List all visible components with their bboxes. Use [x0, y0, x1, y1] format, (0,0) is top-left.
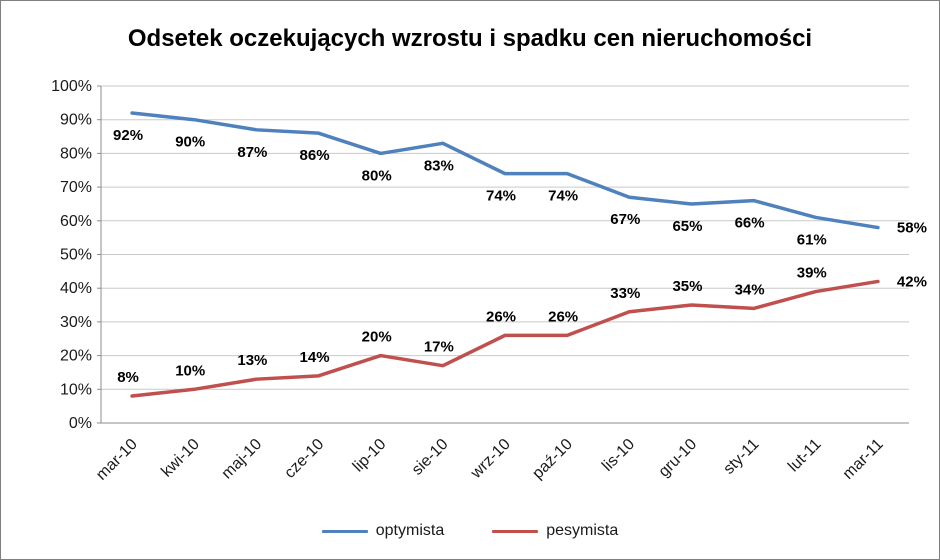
data-label-optymista: 83% — [424, 157, 454, 174]
data-label-optymista: 87% — [237, 144, 267, 161]
series-line-optymista — [130, 111, 880, 230]
data-label-optymista: 66% — [735, 215, 765, 232]
y-tick-label: 90% — [60, 112, 92, 129]
y-tick-label: 50% — [60, 247, 92, 264]
legend-item-optymista: optymista — [321, 522, 445, 540]
x-tick-label: mar-10 — [93, 436, 141, 484]
data-label-pesymista: 26% — [548, 308, 578, 325]
y-tick-label: 80% — [60, 145, 92, 162]
data-label-pesymista: 35% — [672, 278, 702, 295]
data-label-optymista: 61% — [797, 231, 827, 248]
data-label-optymista: 67% — [610, 211, 640, 228]
x-tick-label: lut-11 — [785, 436, 825, 476]
x-tick-label: maj-10 — [219, 436, 266, 483]
data-label-optymista: 92% — [113, 127, 143, 144]
data-label-optymista: 65% — [672, 218, 702, 235]
x-tick-label: lis-10 — [599, 436, 638, 475]
y-tick-label: 40% — [60, 280, 92, 297]
data-label-pesymista: 13% — [237, 352, 267, 369]
chart-legend: optymista pesymista — [1, 522, 939, 540]
data-label-pesymista: 20% — [362, 329, 392, 346]
y-tick-label: 60% — [60, 213, 92, 230]
data-label-pesymista: 39% — [797, 265, 827, 282]
data-label-pesymista: 42% — [897, 273, 927, 290]
legend-label-optymista: optymista — [375, 522, 445, 539]
y-tick-label: 100% — [51, 78, 92, 95]
data-label-optymista: 86% — [300, 147, 330, 164]
x-tick-label: sie-10 — [409, 436, 452, 479]
x-tick-label: wrz-10 — [467, 436, 514, 483]
data-label-pesymista: 26% — [486, 308, 516, 325]
legend-line-sample-pesymista — [492, 529, 539, 533]
x-tick-label: lip-10 — [350, 436, 390, 476]
x-tick-label: sty-11 — [720, 436, 762, 478]
x-tick-label: mar-11 — [840, 436, 887, 483]
data-label-pesymista: 34% — [735, 281, 765, 298]
legend-label-pesymista: pesymista — [546, 522, 619, 539]
data-label-optymista: 74% — [548, 188, 578, 205]
data-label-optymista: 58% — [897, 220, 927, 237]
legend-line-sample-optymista — [321, 529, 368, 533]
y-tick-label: 20% — [60, 348, 92, 365]
series-line-pesymista — [130, 279, 880, 398]
y-tick-label: 0% — [69, 415, 92, 432]
data-label-optymista: 90% — [175, 134, 205, 151]
x-tick-label: cze-10 — [281, 436, 327, 482]
data-label-pesymista: 33% — [610, 285, 640, 302]
data-label-optymista: 74% — [486, 188, 516, 205]
y-tick-label: 70% — [60, 179, 92, 196]
y-tick-label: 30% — [60, 314, 92, 331]
legend-item-pesymista: pesymista — [492, 522, 618, 540]
data-label-pesymista: 10% — [175, 362, 205, 379]
data-label-pesymista: 17% — [424, 339, 454, 356]
data-label-optymista: 80% — [362, 167, 392, 184]
x-tick-label: kwi-10 — [158, 436, 203, 481]
y-tick-label: 10% — [60, 381, 92, 398]
x-tick-label: gru-10 — [656, 436, 701, 481]
chart-title: Odsetek oczekujących wzrostu i spadku ce… — [127, 25, 813, 52]
x-tick-label: paź-10 — [529, 436, 576, 483]
data-label-pesymista: 14% — [300, 349, 330, 366]
data-label-pesymista: 8% — [117, 369, 139, 386]
